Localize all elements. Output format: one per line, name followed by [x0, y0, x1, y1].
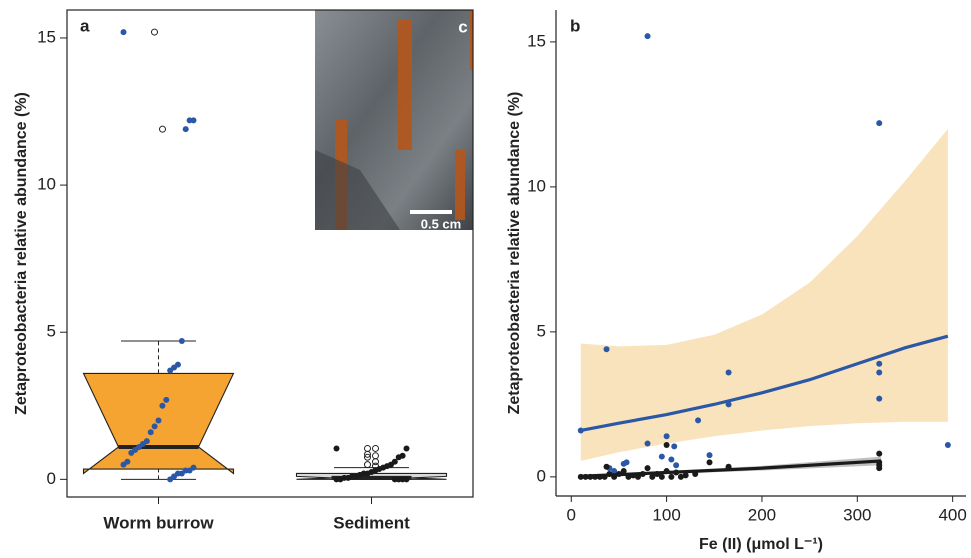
data-point — [876, 465, 882, 471]
y-tick-label: 15 — [527, 31, 546, 50]
data-point — [392, 476, 398, 482]
figure: 0.5 cm c a 0 5 10 15 Zetaproteobacteria relativ… — [0, 0, 971, 558]
data-point — [707, 452, 713, 458]
data-point — [664, 442, 670, 448]
data-point — [167, 476, 173, 482]
y-tick-label: 0 — [47, 469, 56, 488]
outlier — [152, 29, 158, 35]
outlier — [373, 453, 379, 459]
data-point — [624, 459, 630, 465]
y-tick-label: 5 — [47, 322, 56, 341]
x-tick-label: 300 — [843, 505, 871, 524]
data-point — [167, 367, 173, 373]
data-point — [664, 433, 670, 439]
panel-a: 0.5 cm c a 0 5 10 15 Zetaproteobacteria relativ… — [13, 10, 473, 532]
data-point — [645, 33, 651, 39]
data-point — [659, 474, 665, 480]
x-axis-title: Fe (II) (μmol L⁻¹) — [699, 536, 823, 553]
panel-b: b 0 5 10 15 0 100 200 300 400 Fe (II) (μmol L⁻¹) Ze… — [506, 10, 967, 553]
data-point — [645, 465, 651, 471]
data-point — [334, 476, 340, 482]
outlier — [160, 126, 166, 132]
x-tick-label: Worm burrow — [103, 513, 214, 532]
outlier — [365, 445, 371, 451]
data-point — [668, 474, 674, 480]
data-point — [668, 456, 674, 462]
data-point — [604, 346, 610, 352]
x-tick-label: 200 — [748, 505, 776, 524]
data-point — [156, 417, 162, 423]
data-point — [695, 417, 701, 423]
x-tick-label: 400 — [938, 505, 966, 524]
data-point — [334, 445, 340, 451]
scale-bar-label: 0.5 cm — [421, 216, 461, 231]
data-point — [876, 120, 882, 126]
data-point — [876, 396, 882, 402]
outlier — [373, 445, 379, 451]
data-point — [187, 117, 193, 123]
y-tick-label: 0 — [537, 466, 546, 485]
y-tick-label: 15 — [37, 27, 56, 46]
x-tick-label: Sediment — [333, 513, 410, 532]
data-point — [148, 429, 154, 435]
data-point — [121, 29, 127, 35]
data-point — [876, 451, 882, 457]
data-point — [726, 369, 732, 375]
outlier — [365, 462, 371, 468]
data-point — [945, 442, 951, 448]
confidence-band — [581, 129, 948, 461]
y-axis-title: Zetaproteobacteria relative abundance (%… — [13, 92, 30, 415]
data-point — [876, 361, 882, 367]
data-point — [604, 464, 610, 470]
data-point — [404, 445, 410, 451]
data-point — [128, 450, 134, 456]
data-point — [183, 126, 189, 132]
data-point — [645, 441, 651, 447]
x-tick-label: 0 — [567, 505, 576, 524]
inset-label: c — [458, 17, 467, 36]
data-point — [673, 462, 679, 468]
data-point — [179, 338, 185, 344]
burrow — [398, 20, 412, 150]
data-point — [163, 397, 169, 403]
data-point — [152, 423, 158, 429]
panel-label: b — [570, 16, 580, 35]
x-tick-label: 100 — [652, 505, 680, 524]
data-point — [707, 459, 713, 465]
y-tick-label: 10 — [37, 175, 56, 194]
data-point — [659, 454, 665, 460]
burrow — [455, 150, 465, 220]
panel-label: a — [80, 16, 90, 35]
data-point — [671, 443, 677, 449]
data-point — [876, 369, 882, 375]
y-tick-label: 5 — [537, 321, 546, 340]
y-tick-label: 10 — [527, 176, 546, 195]
data-point — [121, 462, 127, 468]
y-axis-title: Zetaproteobacteria relative abundance (%… — [506, 92, 523, 415]
data-point — [159, 403, 165, 409]
